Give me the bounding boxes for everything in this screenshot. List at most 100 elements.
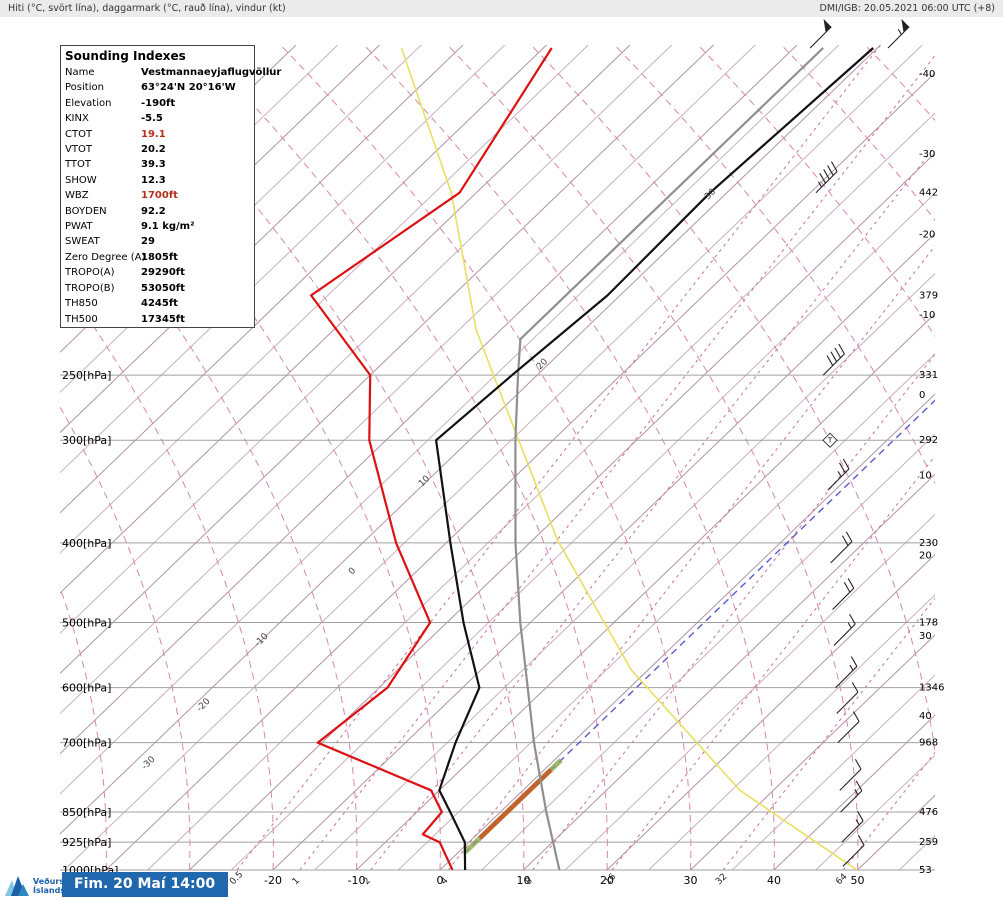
standard-atmosphere-line <box>514 47 824 870</box>
svg-text:0: 0 <box>347 566 358 577</box>
svg-text:500[hPa]: 500[hPa] <box>62 617 111 630</box>
svg-text:40: 40 <box>767 874 781 887</box>
index-row: TTOT 39.3 <box>61 157 254 172</box>
index-row: TH500 17345ft <box>61 312 254 327</box>
index-value: 29290ft <box>141 267 185 279</box>
index-label: SWEAT <box>65 236 100 248</box>
sounding-indexes-panel: Sounding Indexes Name Vestmannaeyjaflugvö… <box>60 45 281 328</box>
svg-text:30: 30 <box>919 631 932 642</box>
index-row: TROPO(A) 29290ft <box>61 265 254 280</box>
svg-text:8: 8 <box>524 876 535 887</box>
svg-text:178: 178 <box>919 618 938 629</box>
svg-text:700[hPa]: 700[hPa] <box>62 737 111 750</box>
svg-text:4: 4 <box>439 876 450 887</box>
index-value: Vestmannaeyjaflugvöllur <box>141 67 282 78</box>
svg-text:230: 230 <box>919 538 938 549</box>
index-row: TROPO(B) 53050ft <box>61 281 254 296</box>
svg-text:-30: -30 <box>140 754 158 772</box>
index-value: 63°24'N 20°16'W <box>141 82 236 94</box>
svg-text:20: 20 <box>919 551 932 562</box>
svg-text:442: 442 <box>919 188 938 199</box>
svg-text:379: 379 <box>919 290 938 301</box>
index-row: TH850 4245ft <box>61 296 254 311</box>
index-value: 4245ft <box>141 298 178 310</box>
index-row: SHOW 12.3 <box>61 173 254 188</box>
met-office-logo-icon <box>5 876 29 896</box>
index-label: PWAT <box>65 221 93 233</box>
index-row: Position 63°24'N 20°16'W <box>61 80 254 95</box>
valid-time-badge: Fim. 20 Maí 14:00 <box>62 872 228 897</box>
svg-text:10: 10 <box>919 470 932 481</box>
index-value: 39.3 <box>141 159 166 171</box>
svg-text:968: 968 <box>919 738 938 749</box>
top-bar: Hiti (°C, svört lína), daggarmark (°C, r… <box>0 0 1003 17</box>
wind-barbs <box>809 19 910 867</box>
index-row: CTOT 19.1 <box>61 127 254 142</box>
index-value: 20.2 <box>141 144 166 156</box>
svg-text:850[hPa]: 850[hPa] <box>62 806 111 819</box>
svg-text:476: 476 <box>919 807 938 818</box>
index-row: KINX -5.5 <box>61 111 254 126</box>
svg-text:20: 20 <box>600 874 614 887</box>
index-value: 29 <box>141 236 155 248</box>
svg-text:-10: -10 <box>348 874 366 887</box>
grid-lines <box>60 45 935 870</box>
svg-text:50: 50 <box>851 874 865 887</box>
index-label: TH500 <box>65 313 98 325</box>
svg-text:-30: -30 <box>919 149 935 160</box>
svg-text:53: 53 <box>919 865 932 876</box>
index-label: TROPO(B) <box>65 282 115 294</box>
svg-text:64: 64 <box>834 872 849 887</box>
index-row: WBZ 1700ft <box>61 188 254 203</box>
index-value: 1700ft <box>141 190 178 202</box>
index-value: 53050ft <box>141 282 185 294</box>
svg-text:292: 292 <box>919 435 938 446</box>
svg-text:-20: -20 <box>919 229 935 240</box>
index-row: Zero Degree (A) 1805ft <box>61 250 254 265</box>
svg-text:30: 30 <box>703 187 718 202</box>
svg-text:30: 30 <box>684 874 698 887</box>
svg-text:20: 20 <box>535 357 550 372</box>
svg-text:32: 32 <box>714 872 729 887</box>
model-run-text: DMI/IGB: 20.05.2021 06:00 UTC (+8) <box>819 3 996 14</box>
dewpoint-curve <box>310 47 553 870</box>
svg-text:250[hPa]: 250[hPa] <box>62 369 111 382</box>
svg-text:1346: 1346 <box>919 683 944 694</box>
index-value: 12.3 <box>141 174 166 186</box>
index-value: -5.5 <box>141 113 163 125</box>
index-label: Name <box>65 67 95 78</box>
svg-text:1: 1 <box>291 876 302 887</box>
svg-text:600[hPa]: 600[hPa] <box>62 682 111 695</box>
sounding-indexes-title: Sounding Indexes <box>65 49 186 63</box>
svg-text:331: 331 <box>919 370 938 381</box>
svg-text:400[hPa]: 400[hPa] <box>62 537 111 550</box>
index-value: -190ft <box>141 97 176 109</box>
chart-legend-text: Hiti (°C, svört lína), daggarmark (°C, r… <box>8 3 286 14</box>
svg-text:925[hPa]: 925[hPa] <box>62 836 111 849</box>
index-row: Elevation -190ft <box>61 96 254 111</box>
reference-lines <box>400 47 935 870</box>
index-label: VTOT <box>65 144 92 156</box>
index-label: Elevation <box>65 97 112 109</box>
index-label: SHOW <box>65 174 97 186</box>
svg-text:-10: -10 <box>919 310 935 321</box>
met-office-logo: Veðurstofa Íslands <box>4 874 82 898</box>
yellow-reference-line <box>400 47 859 870</box>
svg-text:0: 0 <box>437 874 444 887</box>
index-row: VTOT 20.2 <box>61 142 254 157</box>
index-label: KINX <box>65 113 89 125</box>
svg-text:300[hPa]: 300[hPa] <box>62 434 111 447</box>
svg-text:T: T <box>827 437 833 445</box>
index-value: 1805ft <box>141 251 178 263</box>
index-row: Name Vestmannaeyjaflugvöllur <box>61 65 281 80</box>
svg-text:-20: -20 <box>264 874 282 887</box>
index-label: CTOT <box>65 128 93 140</box>
pressure-gridlines <box>60 374 935 871</box>
index-label: Position <box>65 82 104 94</box>
index-value: 17345ft <box>141 313 185 325</box>
index-value: 92.2 <box>141 205 166 217</box>
index-label: WBZ <box>65 190 89 202</box>
index-value: 19.1 <box>141 128 166 140</box>
